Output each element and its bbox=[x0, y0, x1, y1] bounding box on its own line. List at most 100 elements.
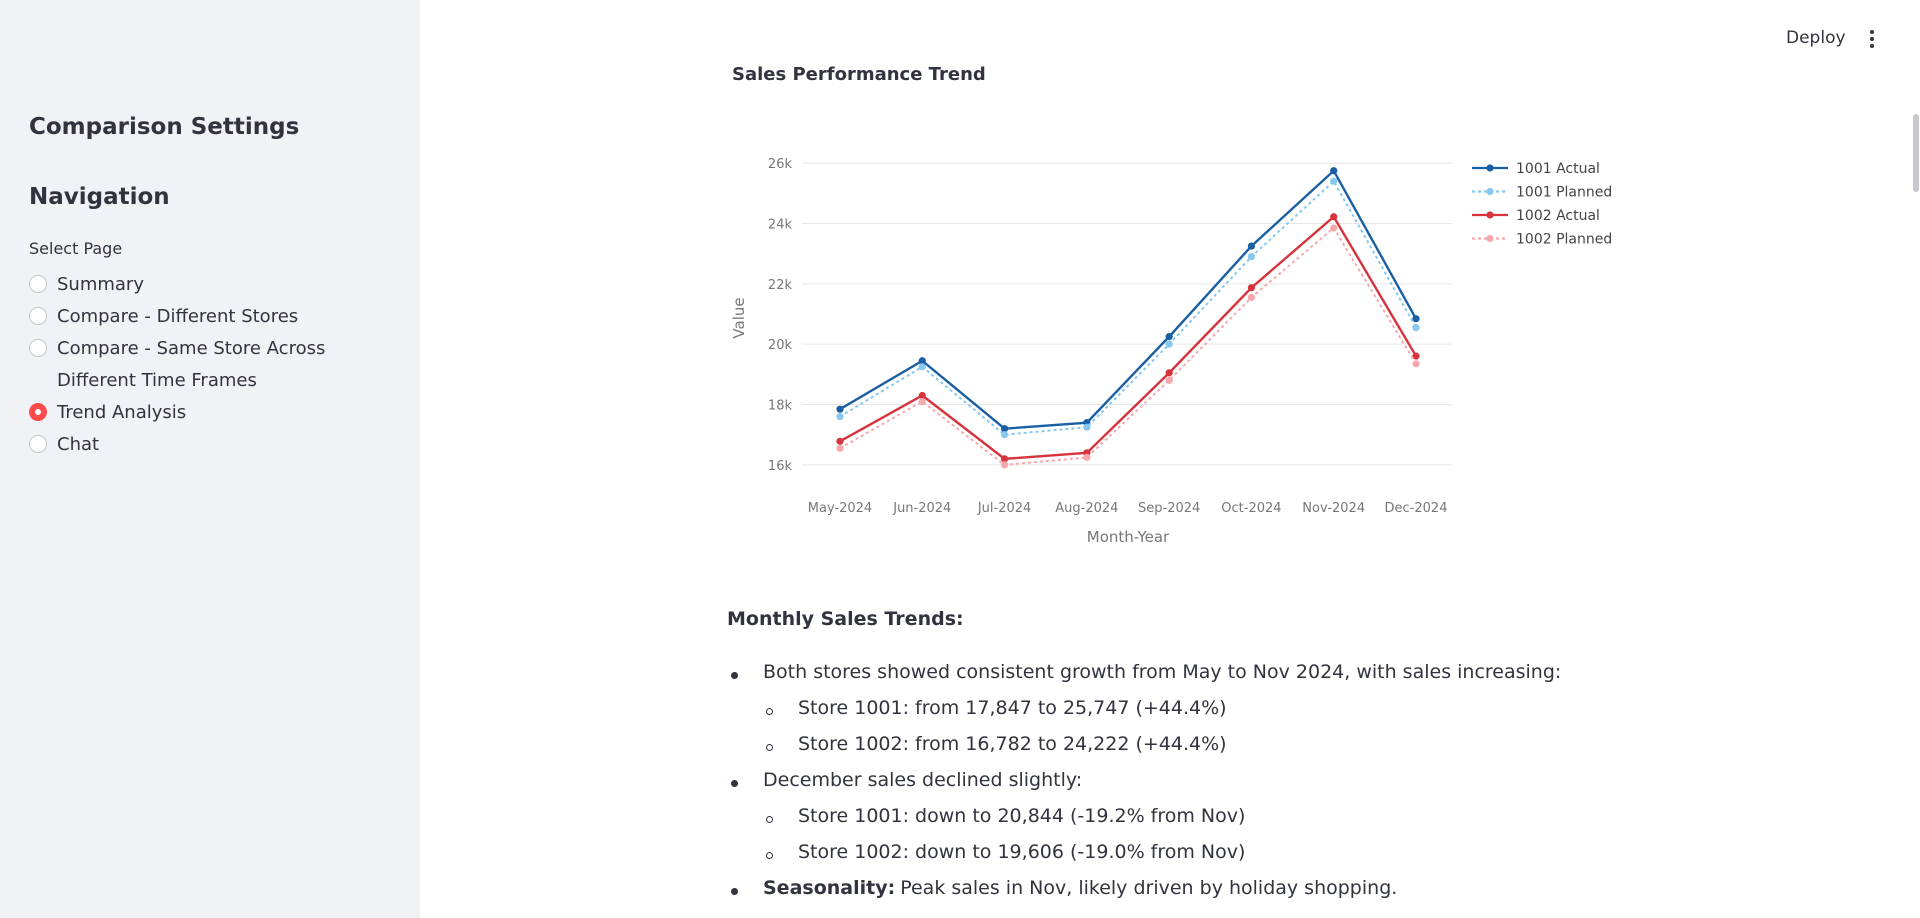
list-item: Store 1002: down to 19,606 (-19.0% from … bbox=[798, 841, 1245, 863]
data-point bbox=[1247, 253, 1256, 261]
data-point bbox=[1412, 323, 1420, 332]
x-tick-label: Jul-2024 bbox=[977, 501, 1031, 516]
chart: Sales Performance Trend Month-Year Value… bbox=[730, 64, 1612, 546]
x-axis-label: Month-Year bbox=[1087, 528, 1170, 546]
data-point bbox=[1330, 167, 1338, 175]
data-point bbox=[1412, 360, 1420, 368]
y-tick-label: 18k bbox=[768, 399, 793, 414]
item-text: Store 1002: from 16,782 to 24,222 (+44.4… bbox=[798, 733, 1227, 755]
data-point bbox=[1247, 284, 1256, 292]
item-text: December sales declined slightly: bbox=[763, 769, 1083, 791]
radio-circle bbox=[29, 403, 47, 421]
data-point bbox=[1000, 425, 1009, 433]
data-point bbox=[836, 405, 844, 413]
data-point bbox=[1330, 213, 1338, 221]
list-item: Both stores showed consistent growth fro… bbox=[763, 661, 1561, 683]
scrollbar[interactable] bbox=[1913, 114, 1919, 192]
series-line bbox=[839, 226, 1417, 466]
x-tick-label: Aug-2024 bbox=[1055, 501, 1118, 516]
item-text: Store 1001: from 17,847 to 25,747 (+44.4… bbox=[798, 697, 1227, 719]
list-item: Seasonality: Peak sales in Nov, likely dr… bbox=[763, 877, 1397, 899]
radio-option[interactable]: Compare - Different Stores bbox=[29, 301, 327, 333]
radio-option[interactable]: Summary bbox=[29, 269, 327, 301]
radio-option[interactable]: Trend Analysis bbox=[29, 397, 327, 429]
data-point bbox=[1330, 224, 1338, 232]
data-point bbox=[836, 437, 844, 445]
y-tick-label: 22k bbox=[768, 278, 793, 293]
y-tick-label: 24k bbox=[768, 217, 793, 232]
data-point bbox=[1000, 431, 1009, 439]
x-tick-label: Oct-2024 bbox=[1221, 501, 1281, 516]
item-text: Both stores showed consistent growth fro… bbox=[763, 661, 1562, 683]
x-tick-label: May-2024 bbox=[808, 501, 872, 516]
list-item: Store 1001: down to 20,844 (-19.2% from … bbox=[798, 805, 1245, 827]
data-point bbox=[1247, 293, 1256, 301]
x-tick-label: Dec-2024 bbox=[1385, 501, 1448, 516]
data-point bbox=[836, 444, 844, 452]
radio-circle bbox=[29, 307, 47, 325]
legend-marker bbox=[1486, 164, 1494, 172]
summary-heading: Monthly Sales Trends: bbox=[727, 608, 964, 630]
radio-label: Select Page bbox=[29, 239, 123, 258]
data-point bbox=[918, 357, 926, 365]
radio-text: Chat bbox=[57, 434, 100, 455]
series-line bbox=[839, 179, 1417, 436]
data-point bbox=[1000, 461, 1009, 469]
data-point bbox=[1330, 177, 1338, 185]
radio-option[interactable]: Compare - Same Store Across Different Ti… bbox=[29, 333, 327, 397]
bullet bbox=[766, 708, 773, 715]
data-point bbox=[1412, 352, 1420, 360]
item-text: Store 1001: down to 20,844 (-19.2% from … bbox=[798, 805, 1246, 827]
sidebar: Comparison Settings Navigation Select Pa… bbox=[0, 0, 420, 918]
data-point bbox=[918, 397, 926, 406]
data-point bbox=[1083, 423, 1091, 431]
bold-label: Seasonality: bbox=[763, 877, 896, 899]
section-title: Navigation bbox=[29, 184, 170, 210]
data-point bbox=[1083, 453, 1091, 461]
y-tick-label: 26k bbox=[768, 157, 793, 172]
radio-text: Compare - Different Stores bbox=[57, 306, 299, 327]
legend-label: 1002 Actual bbox=[1516, 208, 1600, 224]
radio-option[interactable]: Chat bbox=[29, 429, 327, 461]
data-point bbox=[1247, 242, 1256, 250]
data-point bbox=[1412, 315, 1420, 323]
legend-marker bbox=[1486, 234, 1494, 243]
deploy-button[interactable]: Deploy bbox=[1786, 28, 1846, 48]
item-text: Store 1002: down to 19,606 (-19.0% from … bbox=[798, 841, 1246, 863]
list-item: December sales declined slightly: bbox=[763, 769, 1082, 791]
data-point bbox=[1000, 455, 1009, 463]
data-point bbox=[918, 391, 926, 400]
radio-text: Trend Analysis bbox=[57, 402, 187, 423]
bullet bbox=[731, 888, 738, 895]
bullet bbox=[766, 744, 773, 751]
legend-marker bbox=[1486, 187, 1494, 196]
legend-marker bbox=[1486, 211, 1494, 219]
chart-title: Sales Performance Trend bbox=[732, 64, 986, 85]
radio-circle bbox=[29, 339, 47, 357]
bullet bbox=[766, 816, 773, 823]
list-item: Store 1001: from 17,847 to 25,747 (+44.4… bbox=[798, 697, 1227, 719]
data-point bbox=[836, 413, 844, 421]
y-axis-label: Value bbox=[730, 297, 748, 338]
y-tick-label: 20k bbox=[768, 338, 793, 353]
data-point bbox=[1165, 369, 1173, 377]
sidebar-title: Comparison Settings bbox=[29, 114, 300, 140]
list-item: Store 1002: from 16,782 to 24,222 (+44.4… bbox=[798, 733, 1227, 755]
x-tick-label: Sep-2024 bbox=[1138, 501, 1200, 516]
y-tick-label: 16k bbox=[768, 459, 793, 474]
bullet bbox=[731, 672, 738, 679]
legend-label: 1001 Planned bbox=[1516, 185, 1612, 201]
legend-label: 1001 Actual bbox=[1516, 161, 1600, 177]
series-line bbox=[839, 214, 1418, 461]
data-point bbox=[918, 363, 926, 371]
item-text: Peak sales in Nov, likely driven by holi… bbox=[900, 877, 1398, 899]
radio-circle bbox=[29, 435, 47, 453]
x-tick-label: Nov-2024 bbox=[1302, 501, 1365, 516]
legend-label: 1002 Planned bbox=[1516, 232, 1612, 248]
x-tick-label: Jun-2024 bbox=[892, 501, 951, 516]
menu-button[interactable] bbox=[1866, 28, 1878, 50]
bullet bbox=[766, 852, 773, 859]
data-point bbox=[1165, 340, 1173, 348]
radio-text: Summary bbox=[57, 274, 144, 295]
